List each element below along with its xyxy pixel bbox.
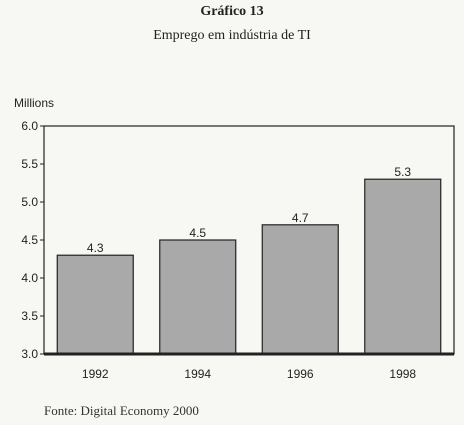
source-note: Fonte: Digital Economy 2000 bbox=[44, 403, 199, 418]
y-tick-label: 3.0 bbox=[21, 347, 38, 361]
x-tick-label-1992: 1992 bbox=[82, 367, 109, 381]
bar-1994 bbox=[159, 239, 237, 355]
x-tick-label-1994: 1994 bbox=[184, 367, 211, 381]
bar-1996 bbox=[261, 224, 339, 355]
bar-1992 bbox=[56, 254, 134, 355]
y-tick-label: 4.5 bbox=[21, 233, 38, 247]
data-label-1992: 4.3 bbox=[87, 241, 104, 255]
y-tick-label: 4.0 bbox=[21, 271, 38, 285]
data-label-1998: 5.3 bbox=[394, 165, 411, 179]
plot-area: 3.0 3.5 4.0 4.5 5.0 5.5 6.0 4.3 1992 4.5 1994 4.7 19… bbox=[21, 119, 455, 381]
chart-title: Gráfico 13 bbox=[200, 4, 264, 19]
bar-1998 bbox=[364, 178, 442, 355]
y-tick-label: 5.0 bbox=[21, 195, 38, 209]
data-label-1996: 4.7 bbox=[292, 211, 309, 225]
chart-subtitle: Emprego em indústria de TI bbox=[153, 28, 311, 43]
y-tick-label: 3.5 bbox=[21, 309, 38, 323]
y-tick-label: 6.0 bbox=[21, 119, 38, 133]
x-tick-label-1996: 1996 bbox=[287, 367, 314, 381]
y-axis-unit-label: Millions bbox=[14, 96, 54, 110]
data-label-1994: 4.5 bbox=[189, 226, 206, 240]
y-tick-label: 5.5 bbox=[21, 157, 38, 171]
x-tick-label-1998: 1998 bbox=[389, 367, 416, 381]
